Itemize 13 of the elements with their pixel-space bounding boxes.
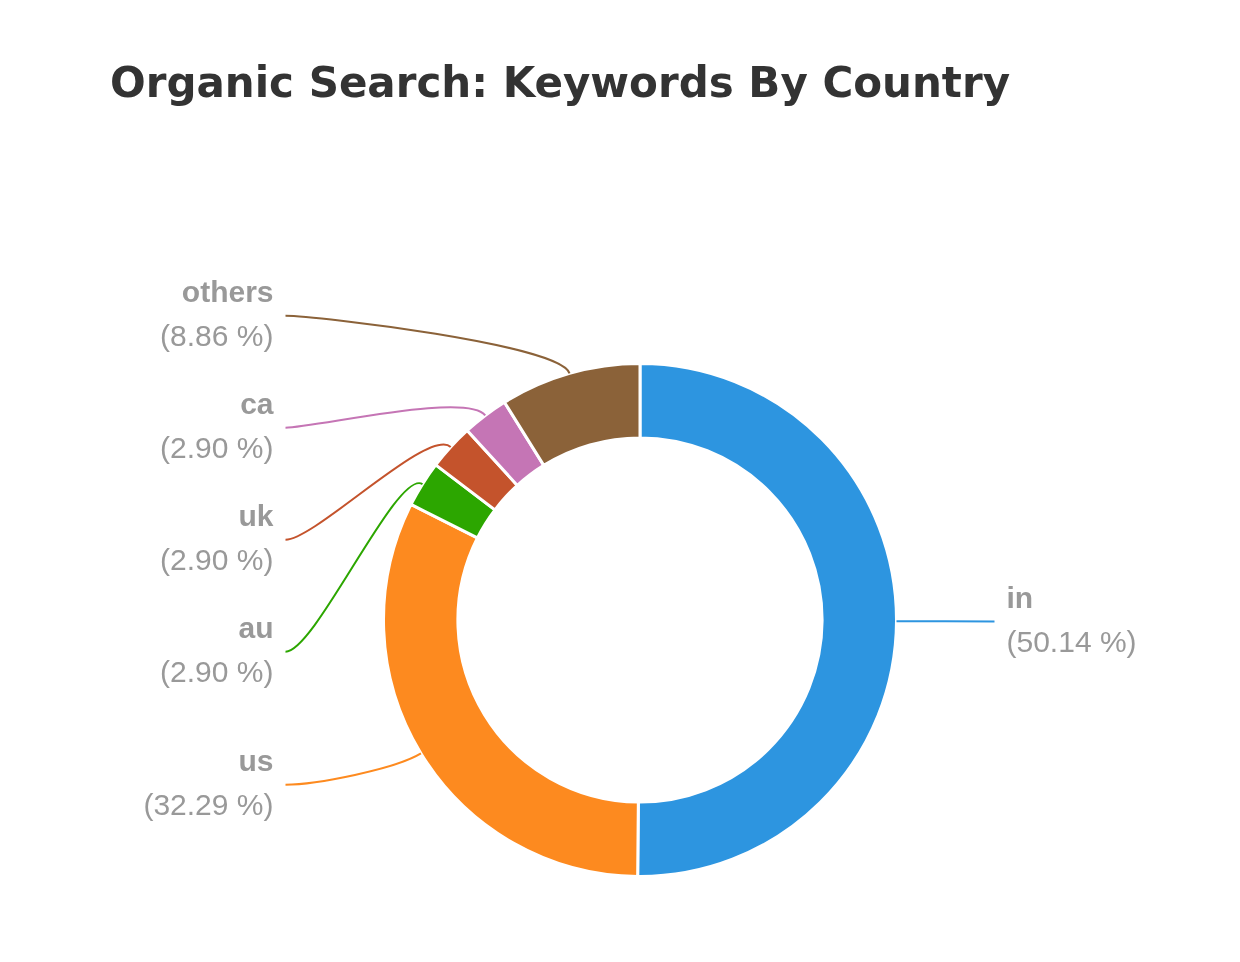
data-label: (8.86 %) (160, 318, 274, 352)
data-label: (32.29 %) (143, 787, 274, 821)
slice-label: us (238, 743, 274, 777)
slice-label: ca (240, 386, 274, 420)
slice-label: in (1006, 580, 1034, 614)
data-label: (2.90 %) (160, 654, 274, 688)
data-label: (2.90 %) (160, 542, 274, 576)
slice-label: others (181, 274, 274, 308)
chart-title: Organic Search: Keywords By Country (110, 58, 1011, 107)
slice-label: uk (238, 498, 274, 532)
slice-label: au (238, 610, 274, 644)
data-label: (50.14 %) (1006, 624, 1137, 658)
data-label: (2.90 %) (160, 430, 274, 464)
